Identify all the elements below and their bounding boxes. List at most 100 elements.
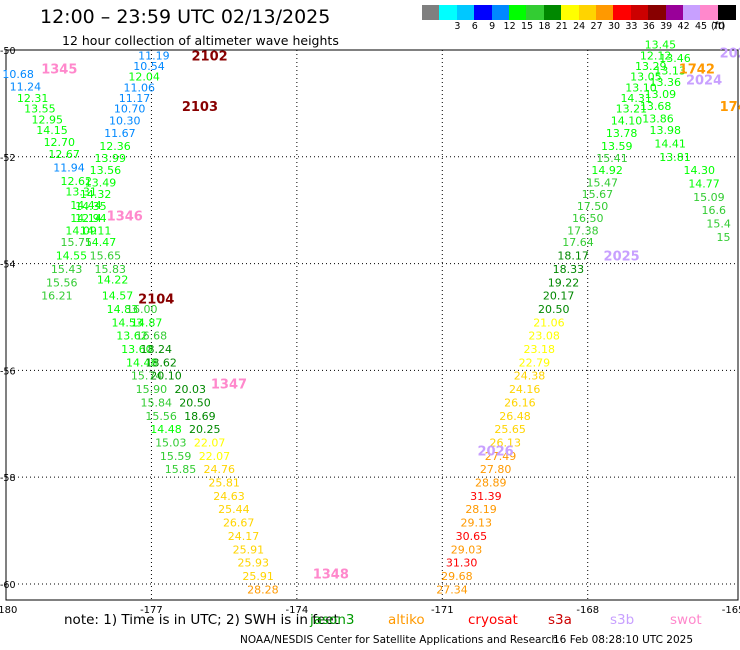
wave-height-value: 10.70: [114, 103, 146, 116]
wave-height-value: 14.30: [683, 164, 715, 177]
wave-height-value: 12.95: [31, 113, 63, 126]
legend-swatch: [422, 5, 440, 20]
wave-height-value: 14.48: [150, 423, 182, 436]
latitude-tick-label: -50: [0, 46, 16, 57]
wave-height-value: 26.67: [223, 517, 255, 530]
wave-height-value: 15.90: [136, 383, 168, 396]
wave-height-value: 17.38: [567, 224, 599, 237]
wave-height-value: 15.74: [131, 370, 163, 383]
wave-height-value: 14.41: [654, 137, 686, 150]
wave-height-value: 20.10: [150, 370, 182, 383]
wave-height-value: 29.68: [441, 570, 473, 583]
wave-height-value: 28.89: [475, 477, 507, 490]
wave-height-value: 24.63: [213, 490, 245, 503]
wave-height-value: 14.35: [75, 200, 107, 213]
wave-height-value: 15.85: [165, 463, 197, 476]
latitude-tick-label: -54: [0, 260, 16, 271]
wave-height-value: 13.55: [24, 103, 56, 116]
wave-height-value: 20.03: [174, 383, 206, 396]
longitude-tick-label: -171: [431, 605, 454, 616]
wave-height-value: 15.47: [587, 176, 619, 189]
pass-time-label: 1346: [107, 210, 143, 225]
wave-height-value: 30.65: [456, 530, 488, 543]
wave-height-value: 13.60: [121, 343, 153, 356]
wave-height-value: 29.13: [460, 517, 492, 530]
wave-height-value: 13.81: [659, 151, 691, 164]
wave-height-value: 11.67: [104, 127, 136, 140]
wave-height-value: 16.21: [41, 290, 73, 303]
mission-label-swot: swot: [670, 612, 702, 628]
wave-height-value: 11.19: [138, 49, 170, 62]
legend-unit: (ft): [711, 21, 726, 32]
legend-label: 42: [677, 21, 690, 32]
wave-height-value: 18.69: [184, 410, 216, 423]
wave-height-value: 13.21: [616, 103, 648, 116]
legend-label: 6: [471, 21, 478, 32]
wave-height-value: 13.29: [635, 60, 667, 73]
latitude-tick-label: -56: [0, 366, 16, 377]
wave-height-value: 11.24: [10, 80, 42, 93]
wave-height-value: 13.31: [65, 186, 97, 199]
wave-height-value: 24.17: [228, 530, 260, 543]
wave-height-value: 16.6: [702, 204, 727, 217]
wave-height-value: 14.32: [80, 188, 112, 201]
wave-height-value: 13.46: [659, 52, 691, 65]
wave-height-value: 10.54: [133, 60, 165, 73]
wave-height-value: 14.22: [97, 274, 129, 287]
wave-height-value: 15.03: [155, 436, 187, 449]
wave-height-value: 23.18: [523, 343, 555, 356]
wave-height-value: 15.83: [94, 263, 126, 276]
wave-height-value: 13.98: [650, 124, 682, 137]
legend-swatch: [491, 5, 510, 20]
longitude-tick-label: -174: [286, 605, 309, 616]
wave-height-value: 15.43: [51, 263, 83, 276]
wave-height-value: 14.53: [111, 316, 143, 329]
wave-height-value: 22.07: [194, 436, 226, 449]
wave-height-value: 15.65: [90, 250, 122, 263]
wave-height-value: 28.19: [465, 503, 497, 516]
wave-height-value: 18.62: [145, 356, 177, 369]
wave-height-value: 14.09: [65, 224, 97, 237]
wave-height-value: 13.86: [642, 112, 674, 125]
wave-height-value: 27.49: [485, 450, 517, 463]
legend-swatch: [526, 5, 545, 20]
wave-height-value: 13.62: [116, 330, 148, 343]
legend-label: 36: [642, 21, 655, 32]
legend-label: 33: [625, 21, 638, 32]
legend-swatch: [509, 5, 527, 20]
wave-height-value: 15.84: [141, 396, 173, 409]
wave-height-value: 12.12: [640, 49, 672, 62]
wave-height-value: 25.91: [242, 570, 274, 583]
wave-height-value: 15.67: [582, 188, 614, 201]
legend-swatch: [543, 5, 562, 20]
wave-height-value: 13.56: [90, 164, 122, 177]
pass-time-label: 2026: [478, 444, 514, 459]
wave-height-value: 14.83: [107, 303, 139, 316]
legend-swatch: [717, 5, 736, 20]
credit-text: NOAA/NESDIS Center for Satellite Applica…: [240, 634, 558, 646]
wave-height-value: 12.62: [61, 175, 93, 188]
latitude-tick-label: -60: [0, 580, 16, 591]
wave-height-value: 19.22: [548, 276, 580, 289]
legend-label: 9: [489, 21, 496, 32]
wave-height-value: 26.16: [504, 396, 536, 409]
latitude-tick-label: -52: [0, 153, 16, 164]
wave-height-value: 14.92: [591, 164, 623, 177]
pass-time-label: 202: [720, 47, 740, 62]
pass-time-label: 2025: [604, 250, 640, 265]
wave-height-value: 26.48: [499, 410, 531, 423]
longitude-tick-label: -180: [0, 605, 17, 616]
wave-height-value: 15.41: [596, 152, 628, 165]
wave-height-value: 14.77: [688, 177, 720, 190]
wave-height-value: 27.80: [480, 463, 512, 476]
wave-height-value: 28.28: [247, 583, 279, 596]
wave-height-value: 17.50: [577, 200, 609, 213]
wave-height-value: 14.10: [611, 114, 643, 127]
generation-timestamp: 16 Feb 08:28:10 UTC 2025: [553, 634, 693, 646]
wave-height-value: 31.30: [446, 557, 478, 570]
legend-swatch: [648, 5, 667, 20]
pass-time-label: 1348: [313, 567, 349, 582]
wave-height-value: 25.65: [494, 423, 526, 436]
wave-height-value: 24.16: [509, 383, 541, 396]
